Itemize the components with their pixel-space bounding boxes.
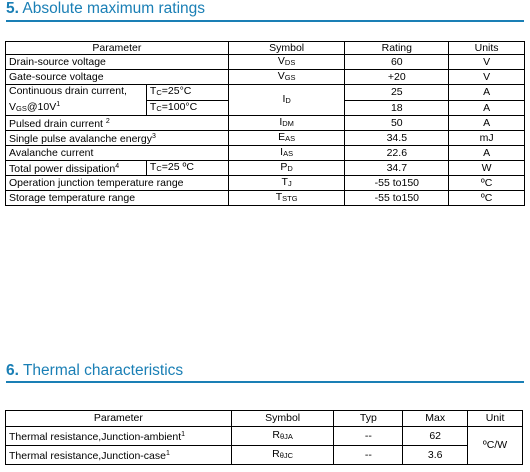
symbol-cell: TSTG xyxy=(227,190,346,206)
param-cell: Drain-source voltage xyxy=(5,54,229,70)
section-number: 6. xyxy=(6,362,19,379)
unit-cell: V xyxy=(448,69,525,85)
unit-cell: mJ xyxy=(448,130,525,146)
param-cell: Pulsed drain current 2 xyxy=(5,115,229,131)
param-cell: Avalanche current xyxy=(5,145,229,161)
table-row: Total power dissipation4 TC=25 ºC PD 34.… xyxy=(5,160,525,176)
param-cell: Thermal resistance,Junction-ambient1 xyxy=(5,426,232,446)
param-cell: Operation junction temperature range xyxy=(5,175,229,191)
typ-cell: -- xyxy=(333,445,404,465)
header-symbol: Symbol xyxy=(230,410,335,427)
table-row: Thermal resistance,Junction-case1 RθJC -… xyxy=(5,445,523,465)
symbol-cell: EAS xyxy=(227,130,346,146)
symbol-cell: IDM xyxy=(227,115,346,131)
rating-cell: 50 xyxy=(344,115,450,131)
param-cell: Gate-source voltage xyxy=(5,69,229,85)
unit-cell: A xyxy=(448,115,525,131)
symbol-cell: IAS xyxy=(227,145,346,161)
symbol-cell: RθJA xyxy=(230,426,335,446)
thermal-characteristics-table: Parameter Symbol Typ Max Unit Thermal re… xyxy=(5,410,523,465)
unit-cell: V xyxy=(448,54,525,70)
param-cell: Thermal resistance,Junction-case1 xyxy=(5,445,232,465)
section-5-heading: 5. Absolute maximum ratings xyxy=(6,0,205,18)
section-title: Absolute maximum ratings xyxy=(22,0,206,17)
symbol-cell: PD xyxy=(227,160,346,176)
rating-cell: 34.5 xyxy=(344,130,450,146)
table-row: Single pulse avalanche energy3 EAS 34.5 … xyxy=(5,130,525,146)
rating-cell: 22.6 xyxy=(344,145,450,161)
condition-cell: TC=25 ºC xyxy=(145,160,229,176)
table-row: Storage temperature range TSTG -55 to150… xyxy=(5,190,525,206)
table-row: Drain-source voltage VDS 60 V xyxy=(5,54,525,70)
param-cell: Single pulse avalanche energy3 xyxy=(5,130,229,146)
header-typ: Typ xyxy=(333,410,404,427)
section-6-rule xyxy=(6,381,524,383)
table-row: Pulsed drain current 2 IDM 50 A xyxy=(5,115,525,131)
table-row: Operation junction temperature range TJ … xyxy=(5,175,525,191)
param-cell: Continuous drain current, VGS@10V1 xyxy=(5,84,147,116)
condition-cell: TC=100°C xyxy=(145,99,229,116)
rating-cell: 25 xyxy=(344,84,450,101)
unit-cell: W xyxy=(448,160,525,176)
header-rating: Rating xyxy=(344,41,450,55)
table-row: Thermal resistance,Junction-ambient1 RθJ… xyxy=(5,426,523,465)
table-header-row: Parameter Symbol Rating Units xyxy=(5,41,525,55)
max-cell: 62 xyxy=(402,426,469,446)
symbol-cell: ID xyxy=(227,84,346,116)
unit-cell: A xyxy=(448,84,525,101)
table-row: TC=100°C 18 A xyxy=(6,99,525,116)
param-cell: Total power dissipation4 xyxy=(5,160,147,176)
header-unit: Unit xyxy=(467,410,523,427)
table-row: Avalanche current IAS 22.6 A xyxy=(5,145,525,161)
param-cell: Storage temperature range xyxy=(5,190,229,206)
unit-cell: ºC xyxy=(448,175,525,191)
rating-cell: -55 to150 xyxy=(344,190,450,206)
max-cell: 3.6 xyxy=(402,445,469,465)
section-number: 5. xyxy=(6,0,19,17)
typ-cell: -- xyxy=(333,426,404,446)
symbol-cell: TJ xyxy=(227,175,346,191)
header-parameter: Parameter xyxy=(5,410,232,427)
table-header-row: Parameter Symbol Typ Max Unit xyxy=(5,410,523,427)
header-units: Units xyxy=(448,41,525,55)
rating-cell: 60 xyxy=(344,54,450,70)
symbol-cell: VGS xyxy=(227,69,346,85)
unit-cell: ºC/W xyxy=(467,426,523,465)
rating-cell: -55 to150 xyxy=(344,175,450,191)
rating-cell: +20 xyxy=(344,69,450,85)
section-6-heading: 6. Thermal characteristics xyxy=(6,362,183,380)
header-symbol: Symbol xyxy=(227,41,346,55)
unit-cell: ºC xyxy=(448,190,525,206)
condition-cell: TC=25°C xyxy=(145,84,229,101)
section-5-rule xyxy=(6,20,524,22)
rating-cell: 34.7 xyxy=(344,160,450,176)
symbol-cell: RθJC xyxy=(230,445,335,465)
absolute-max-ratings-table: Parameter Symbol Rating Units Drain-sour… xyxy=(5,41,525,206)
unit-cell: A xyxy=(448,99,525,116)
rating-cell: 18 xyxy=(344,99,450,116)
header-max: Max xyxy=(402,410,469,427)
symbol-cell: VDS xyxy=(227,54,346,70)
section-title: Thermal characteristics xyxy=(22,362,184,379)
header-parameter: Parameter xyxy=(5,41,229,55)
unit-cell: A xyxy=(448,145,525,161)
table-row: Continuous drain current, VGS@10V1 TC=25… xyxy=(5,84,525,116)
table-row: Gate-source voltage VGS +20 V xyxy=(5,69,525,85)
